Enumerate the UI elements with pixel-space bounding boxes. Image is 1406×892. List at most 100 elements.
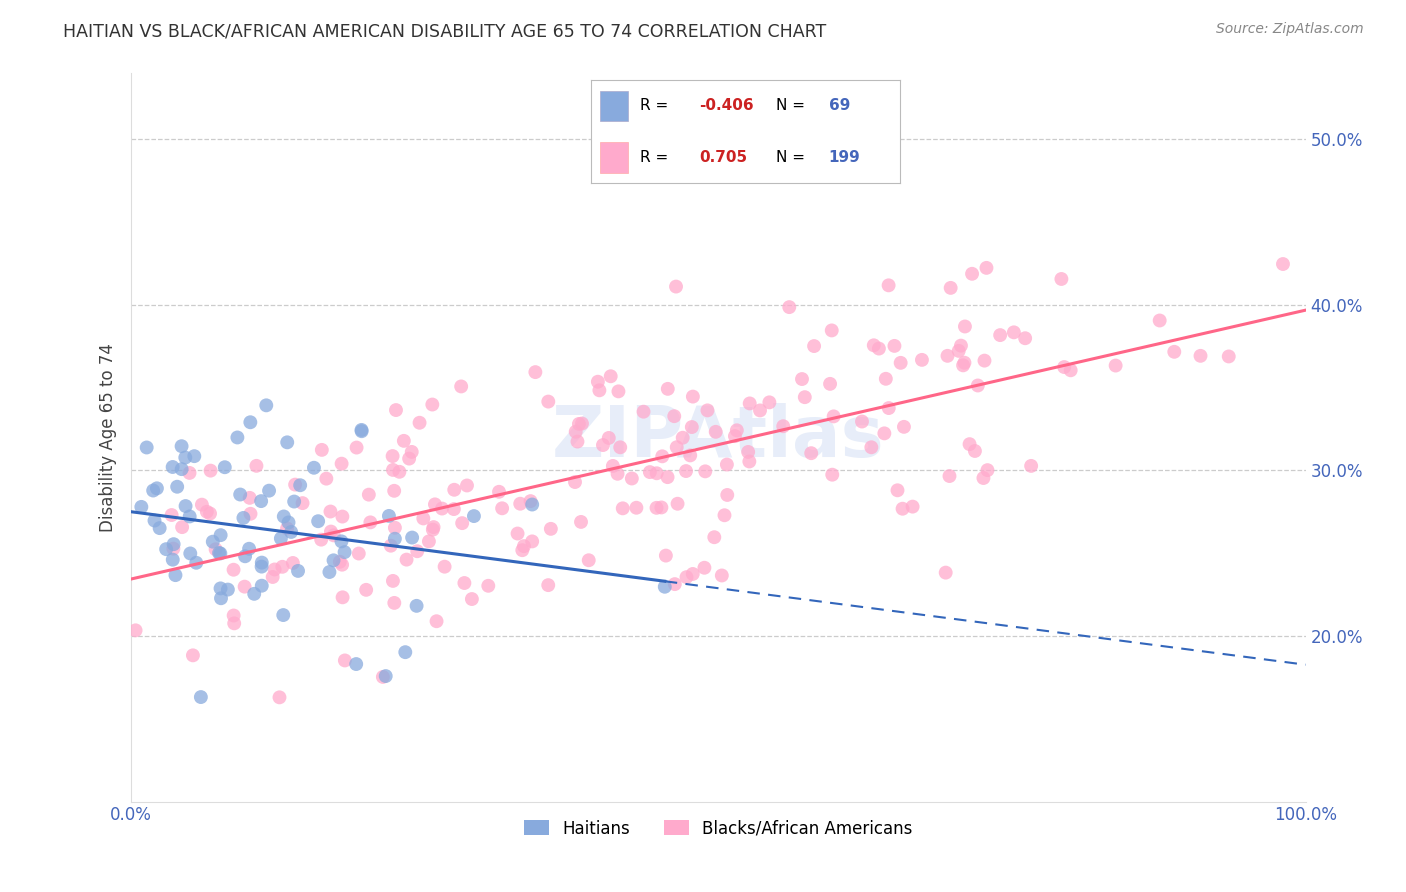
Point [217,582,239,597]
Point [513,539,536,553]
Point [398,451,420,466]
Point [233,549,256,564]
Point [716,458,738,472]
Point [657,470,679,484]
Point [333,545,356,559]
Point [302,460,325,475]
Point [724,429,747,443]
Point [803,339,825,353]
Point [283,494,305,508]
Point [422,523,444,537]
Point [860,440,883,454]
Point [710,568,733,582]
Text: R =: R = [640,150,678,165]
Point [155,542,177,557]
Point [179,509,201,524]
Point [209,582,232,596]
Point [509,497,531,511]
Point [380,539,402,553]
Point [245,458,267,473]
Point [675,464,697,478]
Point [146,481,169,495]
Point [405,599,427,613]
Point [271,608,294,623]
Point [385,403,408,417]
Point [382,463,405,477]
Text: 69: 69 [828,98,851,113]
Point [488,484,510,499]
Point [598,431,620,445]
FancyBboxPatch shape [600,91,627,121]
Point [359,516,381,530]
Point [1060,363,1083,377]
Point [564,425,586,439]
Point [222,608,245,623]
Point [277,516,299,530]
Point [599,369,621,384]
Point [1189,349,1212,363]
Point [823,409,845,424]
Y-axis label: Disability Age 65 to 74: Disability Age 65 to 74 [100,343,117,532]
Point [477,579,499,593]
Point [1019,458,1042,473]
Point [959,437,981,451]
Point [696,403,718,417]
Point [456,478,478,492]
Point [939,281,962,295]
Point [250,556,273,570]
Point [384,521,406,535]
Point [330,534,353,549]
Point [374,669,396,683]
Point [418,534,440,549]
Point [357,488,380,502]
Point [612,501,634,516]
Point [1002,326,1025,340]
Point [976,463,998,477]
Point [195,505,218,519]
Point [381,449,404,463]
Point [239,491,262,505]
Point [491,501,513,516]
Point [868,342,890,356]
Point [716,488,738,502]
Point [183,449,205,463]
Text: Source: ZipAtlas.com: Source: ZipAtlas.com [1216,22,1364,37]
Point [209,591,232,606]
Point [1218,350,1240,364]
Point [963,444,986,458]
Text: -0.406: -0.406 [699,98,754,113]
Point [382,596,405,610]
Point [645,500,668,515]
Point [609,440,631,454]
Point [166,480,188,494]
Point [682,390,704,404]
Point [276,435,298,450]
Point [586,375,609,389]
Point [254,398,277,412]
Point [307,514,329,528]
Point [394,645,416,659]
Point [332,591,354,605]
Text: N =: N = [776,98,810,113]
Point [911,352,934,367]
Point [952,359,974,373]
Point [936,349,959,363]
Text: 0.705: 0.705 [699,150,747,165]
Point [229,487,252,501]
Point [160,508,183,522]
Point [273,509,295,524]
Point [209,546,232,560]
Point [592,438,614,452]
Point [568,417,591,431]
Point [430,501,453,516]
Point [537,578,560,592]
Point [250,559,273,574]
Point [461,592,484,607]
Point [800,446,823,460]
Point [263,562,285,576]
Point [675,570,697,584]
Point [665,440,688,454]
Point [162,460,184,475]
Point [200,464,222,478]
Point [672,431,695,445]
